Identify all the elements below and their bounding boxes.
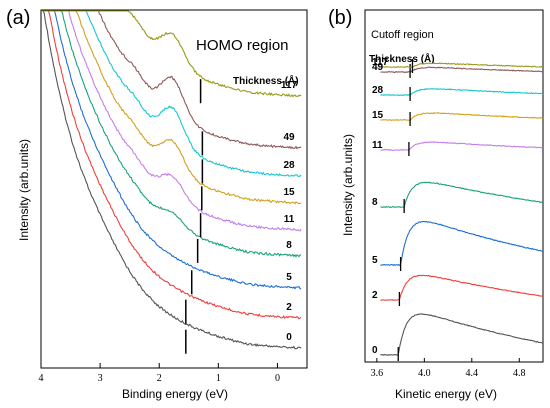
panel-a-tick-label: 3 bbox=[98, 373, 103, 384]
panel-b-legend-title: Thickness (Å) bbox=[369, 52, 435, 65]
panel-b-frame bbox=[364, 9, 544, 363]
panel-a-series-label: 49 bbox=[283, 132, 295, 143]
panel-a-series-label: 117 bbox=[281, 80, 298, 91]
panel-a-label: (a) bbox=[6, 7, 30, 29]
panel-a-curve-2 bbox=[41, 10, 302, 320]
panel-b-series-label: 11 bbox=[372, 140, 383, 151]
panel-b-curve-15 bbox=[380, 112, 544, 122]
panel-b-tick-label: 3.6 bbox=[371, 368, 384, 379]
panel-b-series-label: 49 bbox=[372, 62, 384, 73]
panel-b-curve-5 bbox=[380, 220, 544, 267]
panel-b-x-ticks: 3.6 4.0 4.4 4.8 bbox=[371, 358, 526, 379]
panel-b-curve-0 bbox=[380, 313, 544, 356]
panel-a-series-label: 28 bbox=[283, 160, 295, 171]
panel-b-curve-11 bbox=[380, 141, 544, 152]
panel-b-curves bbox=[380, 59, 544, 361]
panel-a-series-labels: 0 2 5 8 11 15 28 49 117 bbox=[281, 80, 298, 343]
panel-a-curve-5 bbox=[41, 10, 302, 290]
panel-a-title: HOMO region bbox=[196, 37, 289, 54]
panel-a-curve-15 bbox=[41, 10, 302, 205]
panel-a-tick-label: 2 bbox=[157, 373, 162, 384]
panel-b-tick-label: 4.4 bbox=[466, 368, 479, 379]
panel-a-curve-8 bbox=[41, 10, 302, 258]
panel-a-xlabel: Binding energy (eV) bbox=[122, 387, 228, 401]
panel-a-tick-label: 0 bbox=[275, 373, 280, 384]
panel-b-series-label: 8 bbox=[372, 197, 378, 208]
panel-b-curve-49 bbox=[380, 66, 544, 74]
panel-a-ylabel: Intensity (arb.units) bbox=[17, 139, 31, 241]
panel-b-series-label: 0 bbox=[372, 345, 378, 356]
panel-a-curves bbox=[41, 10, 302, 354]
panel-b-xlabel: Kinetic energy (eV) bbox=[395, 387, 497, 401]
panel-a-x-ticks: 4 3 2 1 0 bbox=[39, 363, 280, 384]
panel-b-ylabel: Intensity (arb.units) bbox=[341, 134, 355, 236]
panel-a-curve-117 bbox=[41, 10, 302, 98]
panel-a-series-label: 2 bbox=[286, 302, 292, 313]
panel-b-series-label: 28 bbox=[372, 85, 384, 96]
panel-b-curve-117 bbox=[380, 62, 543, 69]
panel-b-series-label: 2 bbox=[372, 290, 378, 301]
panel-a: (a) HOMO region Thickness (Å) Binding en… bbox=[6, 7, 308, 401]
panel-b-curve-2 bbox=[380, 274, 544, 301]
panel-a-tick-label: 1 bbox=[216, 373, 221, 384]
panel-a-curve-11 bbox=[41, 10, 302, 232]
panel-a-tick-label: 4 bbox=[39, 373, 44, 384]
panel-b-tick-label: 4.0 bbox=[418, 368, 431, 379]
panel-a-series-label: 15 bbox=[283, 187, 295, 198]
panel-b-series-label: 15 bbox=[372, 110, 384, 121]
panel-a-series-label: 0 bbox=[286, 332, 292, 343]
panel-b-series-label: 5 bbox=[372, 255, 378, 266]
panel-b-curve-28 bbox=[380, 88, 543, 97]
panel-b-series-label: 117 bbox=[372, 57, 389, 68]
panel-a-curve-0 bbox=[41, 10, 302, 350]
panel-b-curve-8 bbox=[380, 181, 544, 208]
panel-b-title: Cutoff region bbox=[371, 29, 434, 41]
panel-a-frame bbox=[40, 9, 308, 369]
panel-b: (b) Cutoff region Thickness (Å) Kinetic … bbox=[328, 7, 544, 401]
panel-a-series-label: 5 bbox=[286, 272, 292, 283]
panel-a-legend-title: Thickness (Å) bbox=[233, 74, 299, 87]
panel-b-label: (b) bbox=[328, 7, 352, 29]
panel-a-series-label: 8 bbox=[286, 240, 292, 251]
panel-a-series-label: 11 bbox=[284, 214, 295, 225]
panel-b-tick-label: 4.8 bbox=[513, 368, 526, 379]
